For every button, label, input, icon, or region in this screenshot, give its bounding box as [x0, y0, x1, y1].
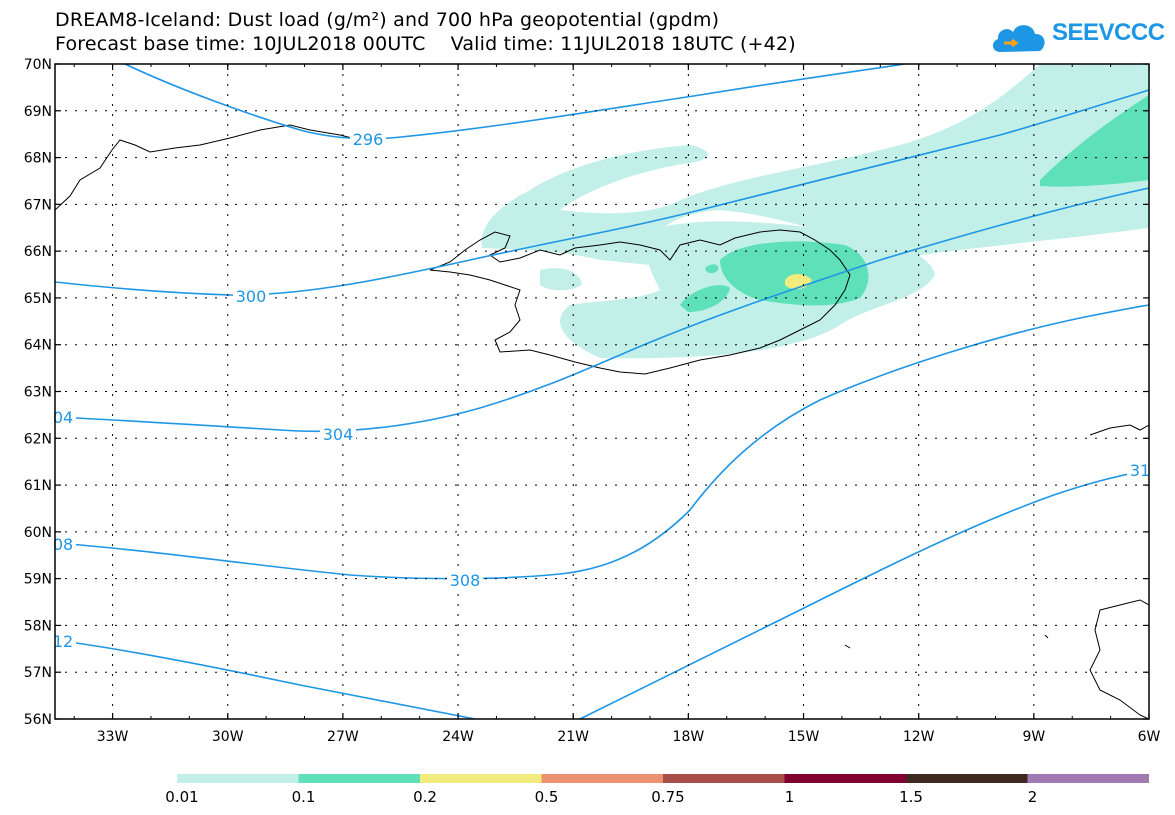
dust-shading-medium	[680, 95, 1149, 312]
lat-label: 57N	[24, 665, 52, 681]
contour-label-bg	[1127, 460, 1153, 479]
legend-label: 1	[785, 788, 795, 806]
legend-label: 0.1	[292, 788, 316, 806]
legend-label: 1.5	[899, 788, 923, 806]
lat-label: 69N	[24, 104, 52, 120]
lon-label: 30W	[212, 729, 244, 745]
lat-label: 64N	[24, 338, 52, 354]
contour-label-bg	[233, 286, 269, 305]
legend-swatch	[177, 774, 299, 783]
contour-label: 300	[236, 287, 267, 306]
legend-swatch	[663, 774, 785, 783]
geopotential-contours	[55, 64, 1149, 719]
lon-label: 33W	[97, 729, 129, 745]
contour-label-bg	[50, 631, 76, 650]
contour-label-bg	[447, 570, 483, 589]
contour-labels: 296 300 304 04 308 08 12 31	[50, 129, 1153, 651]
chart-subtitle: Forecast base time: 10JUL2018 00UTC Vali…	[55, 33, 796, 55]
contour-label: 304	[323, 425, 354, 444]
logo-text: SEEVCCC	[1052, 19, 1165, 46]
legend-swatch	[541, 774, 663, 783]
legend-label: 0.01	[165, 788, 198, 806]
lat-label: 70N	[24, 57, 52, 73]
contour-label-bg	[350, 129, 386, 148]
lat-label: 60N	[24, 525, 52, 541]
colorbar-legend: 0.01 0.1 0.2 0.5 0.75 1 1.5 2	[165, 774, 1149, 806]
dust-shading-light	[481, 64, 1149, 359]
lat-label: 65N	[24, 291, 52, 307]
axis-ticks: 33W 30W 27W 24W 21W 18W 15W 12W 9W 6W 70N 69N 68N 67N…	[24, 57, 1161, 745]
lon-label: 27W	[327, 729, 359, 745]
contour-label: 04	[53, 408, 73, 427]
lat-label: 56N	[24, 712, 52, 728]
lon-label: 18W	[673, 729, 705, 745]
legend-label: 0.2	[413, 788, 437, 806]
coastlines	[55, 124, 1149, 719]
lat-label: 67N	[24, 197, 52, 213]
contour-label: 296	[353, 130, 384, 149]
contour-label: 308	[450, 571, 481, 590]
lat-label: 59N	[24, 572, 52, 588]
legend-label: 0.75	[651, 788, 684, 806]
lon-label: 15W	[788, 729, 820, 745]
contour-label-bg	[50, 407, 76, 426]
legend-swatch	[298, 774, 420, 783]
legend-swatch	[906, 774, 1028, 783]
lat-label: 66N	[24, 244, 52, 260]
lat-label: 68N	[24, 151, 52, 167]
contour-label-bg	[320, 424, 356, 443]
legend-swatch	[420, 774, 542, 783]
legend-label: 2	[1028, 788, 1038, 806]
legend-swatch	[784, 774, 906, 783]
chart-title: DREAM8-Iceland: Dust load (g/m²) and 700…	[55, 9, 720, 31]
lat-lon-grid	[55, 64, 1149, 719]
legend-swatch	[1027, 774, 1149, 783]
contour-label: 08	[53, 535, 73, 554]
lon-label: 21W	[557, 729, 589, 745]
contour-label-bg	[50, 534, 76, 553]
contour-label: 12	[53, 632, 73, 651]
lon-label: 12W	[903, 729, 935, 745]
lat-label: 63N	[24, 385, 52, 401]
lat-label: 62N	[24, 431, 52, 447]
lat-label: 58N	[24, 618, 52, 634]
lon-label: 6W	[1138, 729, 1161, 745]
legend-label: 0.5	[535, 788, 559, 806]
cloud-icon	[992, 25, 1045, 52]
lon-label: 9W	[1022, 729, 1045, 745]
contour-label: 31	[1130, 461, 1150, 480]
lat-label: 61N	[24, 478, 52, 494]
lon-label: 24W	[442, 729, 474, 745]
